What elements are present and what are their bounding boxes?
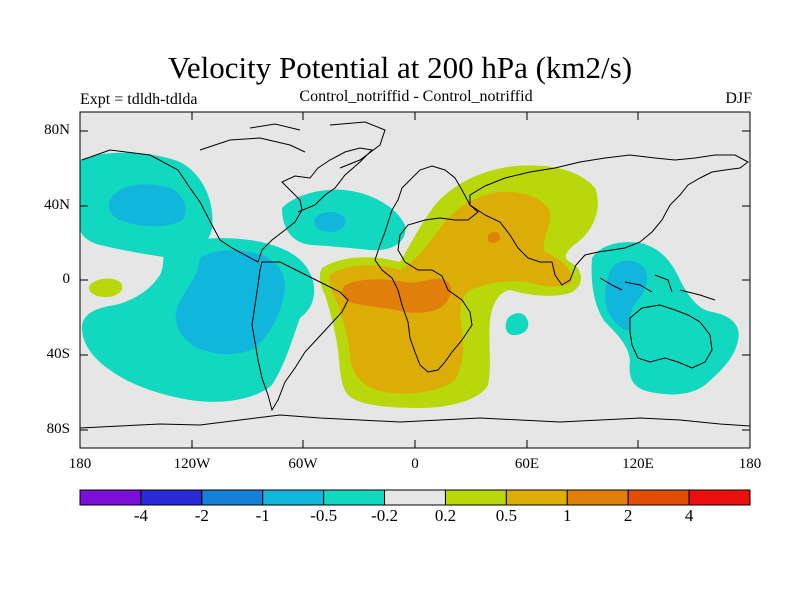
coastline-australia [629, 304, 713, 369]
colorbar-label: 1 [563, 506, 572, 525]
coastlines [79, 121, 751, 429]
colorbar-label: 0.5 [495, 506, 517, 525]
lat-label-80s: 80S [46, 421, 70, 437]
coastline-south-america [251, 261, 349, 412]
coastline-asia [469, 154, 749, 286]
colorbar-swatch [627, 489, 690, 506]
colorbar-label: -0.5 [310, 506, 338, 525]
contour-pos-central-pacific [89, 278, 123, 298]
colorbar [79, 489, 751, 506]
colorbar-swatch [140, 489, 203, 506]
lon-label-180w: 180 [68, 456, 92, 472]
contour-pos1-equatorial-africa [342, 278, 452, 313]
colorbar-swatch [262, 489, 325, 506]
season-label: DJF [725, 90, 752, 107]
colorbar-label: -4 [133, 506, 148, 525]
core-tropical-pacific [175, 250, 286, 355]
coastline-antarctica [79, 414, 751, 429]
colorbar-swatch [566, 489, 629, 506]
axis-ticks [79, 112, 751, 448]
colorbar-swatch [688, 489, 751, 506]
negative-cores [108, 184, 647, 355]
colorbar-label: -1 [255, 506, 270, 525]
lon-label-120w: 120W [173, 456, 211, 472]
colorbar-swatch [444, 489, 507, 506]
colorbar-swatch [323, 489, 386, 506]
lat-label-40s: 40S [46, 346, 70, 362]
core-atlantic [314, 212, 346, 232]
coastline-arctic-canada [199, 121, 386, 169]
lon-label-0: 0 [411, 456, 419, 472]
colorbar-swatch [79, 489, 142, 506]
lon-label-180e: 180 [738, 456, 762, 472]
lat-label-0: 0 [62, 271, 71, 287]
lon-label-60e: 60E [514, 456, 540, 472]
coastline-north-america [81, 147, 374, 263]
colorbar-label: 0.2 [434, 506, 457, 525]
colorbar-label: 4 [684, 506, 694, 525]
positive-high [342, 232, 500, 313]
colorbar-label: 2 [623, 506, 633, 525]
lon-label-120e: 120E [622, 456, 654, 472]
contour-neg-indian-island [505, 313, 529, 336]
colorbar-swatch [384, 489, 446, 506]
contour-pos1-arabia [488, 232, 500, 243]
lat-label-40n: 40N [44, 197, 70, 213]
core-maritime [605, 260, 647, 331]
colorbar-label: -2 [194, 506, 209, 525]
colorbar-swatch [201, 489, 264, 506]
colorbar-label: -0.2 [371, 506, 398, 525]
experiment-label: Expt = tdldh-tdlda [80, 91, 198, 108]
coastline-indonesia [599, 274, 716, 301]
page-title: Velocity Potential at 200 hPa (km2/s) [167, 50, 633, 85]
lat-label-80n: 80N [44, 122, 70, 138]
core-north-pacific [108, 184, 186, 227]
comparison-label: Control_notriffid - Control_notriffid [299, 88, 533, 105]
coastline-europe-africa [374, 165, 479, 373]
lon-label-60w: 60W [288, 456, 318, 472]
colorbar-swatch [505, 489, 568, 506]
